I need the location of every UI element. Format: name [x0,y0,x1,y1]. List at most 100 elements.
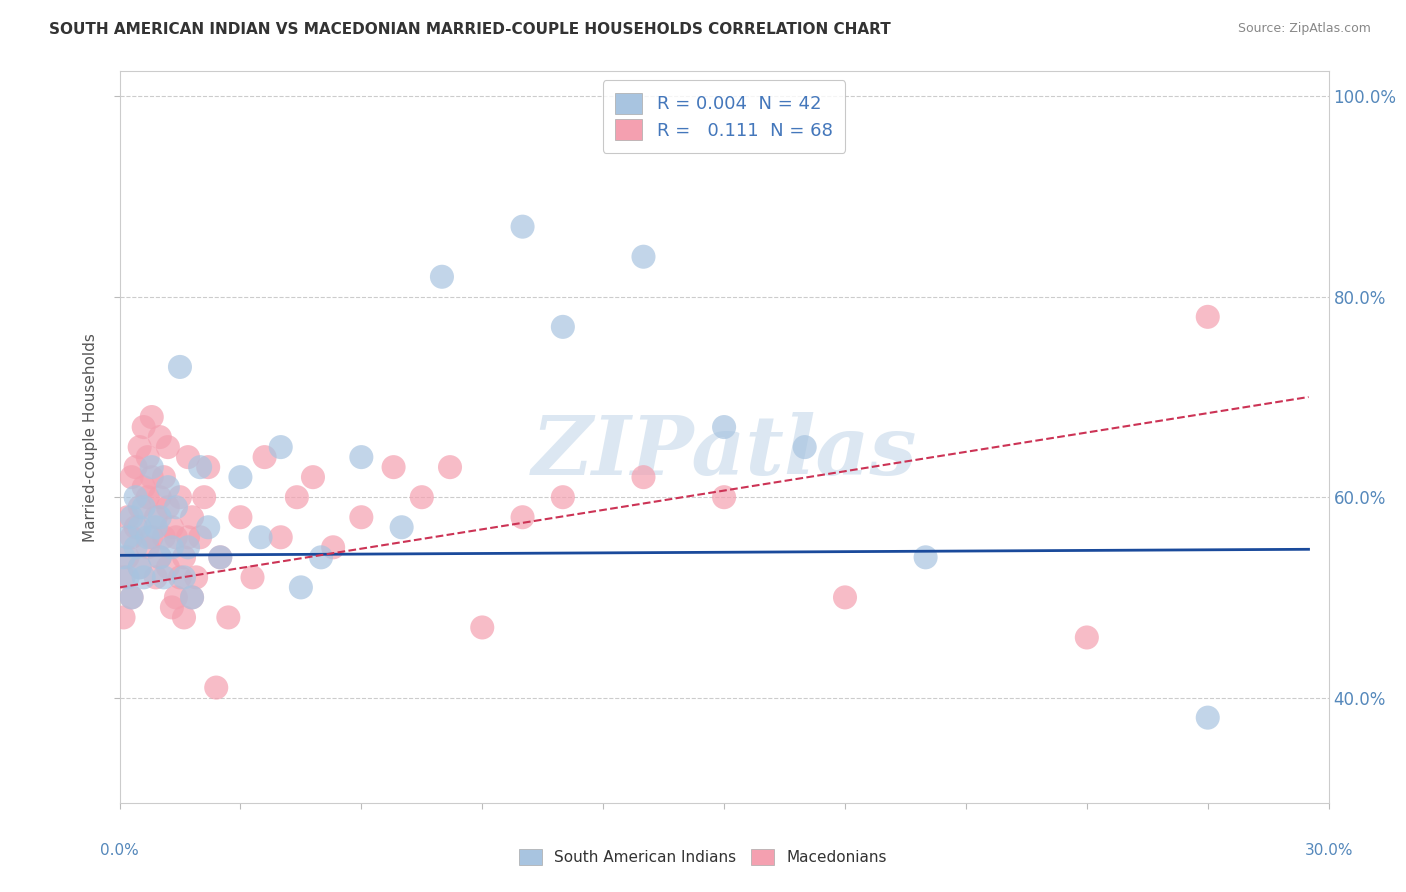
Point [165,500,187,515]
Point [136,541,159,555]
Point [149,430,172,444]
Point [270,440,292,454]
Point [124,520,146,534]
Point [156,480,179,494]
Point [128,440,150,454]
Point [512,510,534,524]
Point [128,560,150,574]
Point [439,460,461,475]
Point [391,520,413,534]
Point [132,570,155,584]
Point [149,550,172,565]
Point [173,610,195,624]
Point [112,550,135,565]
Point [914,550,936,565]
Point [149,510,172,524]
Point [117,530,139,544]
Point [124,460,146,475]
Point [153,470,176,484]
Point [193,490,215,504]
Point [188,530,211,544]
Point [309,550,332,565]
Point [132,480,155,494]
Point [121,530,143,544]
Point [430,269,453,284]
Point [1076,631,1098,645]
Point [128,560,150,574]
Point [285,490,308,504]
Text: ZIPatlas: ZIPatlas [531,412,917,491]
Point [184,570,207,584]
Point [229,470,252,484]
Point [136,490,159,504]
Point [411,490,433,504]
Point [128,500,150,515]
Point [181,591,204,605]
Point [160,600,183,615]
Point [117,570,139,584]
Point [253,450,276,464]
Text: 30.0%: 30.0% [1305,843,1353,858]
Point [242,570,264,584]
Point [169,490,191,504]
Point [121,470,143,484]
Point [209,550,232,565]
Legend: R = 0.004  N = 42, R =   0.111  N = 68: R = 0.004 N = 42, R = 0.111 N = 68 [603,80,845,153]
Point [136,450,159,464]
Point [156,500,179,515]
Point [117,510,139,524]
Point [156,440,179,454]
Point [1197,310,1219,324]
Point [141,470,163,484]
Point [156,560,179,574]
Point [145,520,167,534]
Point [128,520,150,534]
Point [169,359,191,374]
Point [145,510,167,524]
Point [249,530,271,544]
Point [181,591,204,605]
Point [177,530,200,544]
Point [350,510,373,524]
Point [169,570,191,584]
Point [160,541,183,555]
Point [382,460,405,475]
Point [302,470,325,484]
Point [153,570,176,584]
Point [270,530,292,544]
Point [121,591,143,605]
Point [173,570,195,584]
Point [136,530,159,544]
Point [141,530,163,544]
Point [173,550,195,565]
Text: SOUTH AMERICAN INDIAN VS MACEDONIAN MARRIED-COUPLE HOUSEHOLDS CORRELATION CHART: SOUTH AMERICAN INDIAN VS MACEDONIAN MARR… [49,22,891,37]
Point [177,541,200,555]
Point [149,490,172,504]
Point [471,620,494,634]
Point [124,490,146,504]
Point [217,610,239,624]
Point [141,410,163,425]
Point [124,541,146,555]
Point [149,550,172,565]
Point [290,580,312,594]
Point [112,610,135,624]
Point [633,250,655,264]
Point [117,550,139,565]
Point [165,530,187,544]
Point [322,541,344,555]
Point [160,520,183,534]
Text: Source: ZipAtlas.com: Source: ZipAtlas.com [1237,22,1371,36]
Point [121,591,143,605]
Y-axis label: Married-couple Households: Married-couple Households [83,333,98,541]
Point [112,570,135,584]
Point [181,510,204,524]
Point [209,550,232,565]
Point [205,681,228,695]
Point [350,450,373,464]
Point [633,470,655,484]
Point [1197,711,1219,725]
Point [713,420,735,434]
Point [713,490,735,504]
Text: 0.0%: 0.0% [100,843,139,858]
